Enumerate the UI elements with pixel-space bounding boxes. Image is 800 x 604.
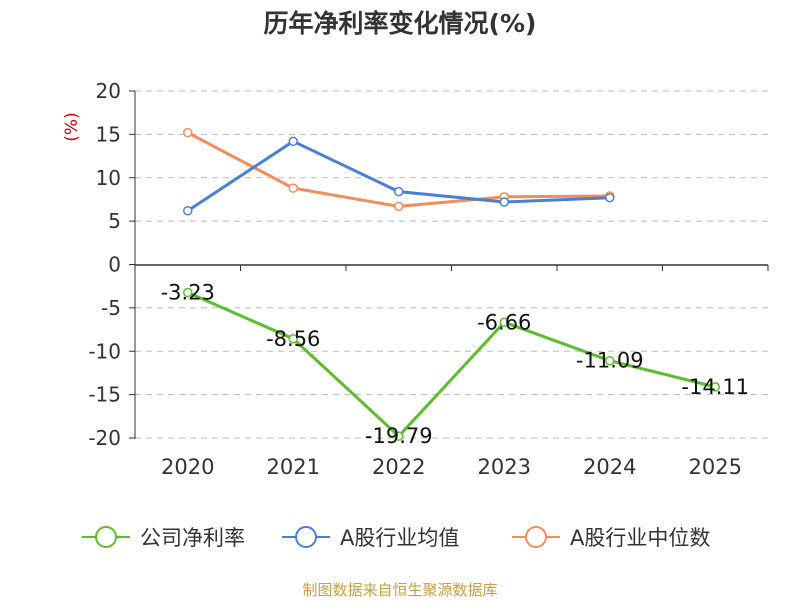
data-point	[710, 382, 720, 392]
data-label: -19.79	[365, 424, 433, 448]
legend-item-0: 公司净利率	[82, 526, 245, 550]
data-point	[288, 136, 298, 147]
x-tick-label: 2021	[267, 455, 320, 479]
data-point	[288, 334, 298, 344]
source-note: 制图数据来自恒生聚源数据库	[302, 581, 497, 599]
legend-label: A股行业中位数	[570, 526, 710, 550]
legend-label: A股行业均值	[340, 526, 459, 550]
series-line	[186, 139, 610, 212]
data-point	[394, 431, 404, 441]
legend-label: 公司净利率	[140, 526, 245, 550]
x-tick-label: 2020	[161, 455, 214, 479]
series-group: -3.23 -8.56 -19.79 -6.66 -11.09 -14.11	[161, 127, 750, 449]
x-tick-label: 2024	[583, 455, 636, 479]
series-line	[187, 291, 716, 438]
y-tick-label: -10	[88, 339, 121, 363]
data-point	[183, 287, 193, 298]
y-tick-label: -15	[88, 383, 121, 407]
data-point	[605, 192, 615, 203]
chart-title: 历年净利率变化情况(%)	[264, 9, 537, 38]
data-point	[183, 205, 193, 216]
y-tick-label: -5	[101, 296, 121, 320]
axes: 20 15 10 5 0 -5 -10 -15 -20 2020 2021 2022 2023 2024 2…	[88, 79, 769, 479]
legend: 公司净利率 A股行业均值 A股行业中位数	[82, 526, 710, 550]
data-point	[499, 197, 509, 207]
y-tick-label: 0	[108, 253, 121, 277]
x-tick-label: 2022	[372, 455, 425, 479]
y-tick-label: -20	[88, 426, 121, 450]
data-point	[394, 186, 404, 197]
y-tick-label: 10	[96, 166, 121, 190]
series-2	[183, 127, 615, 212]
data-label: -11.09	[576, 349, 644, 373]
data-point	[183, 127, 193, 138]
series-1	[183, 136, 615, 216]
x-tick-label: 2023	[478, 455, 531, 479]
data-label: -8.56	[266, 327, 320, 351]
y-tick-label: 5	[108, 209, 121, 233]
legend-marker	[525, 526, 547, 548]
legend-marker	[295, 526, 317, 548]
data-point	[288, 183, 298, 193]
data-point	[394, 201, 404, 212]
data-point	[499, 317, 509, 328]
y-axis-label: (%)	[62, 112, 82, 141]
legend-item-2: A股行业中位数	[512, 526, 710, 550]
series-0: -3.23 -8.56 -19.79 -6.66 -11.09 -14.11	[161, 281, 750, 449]
data-point	[605, 355, 615, 366]
data-label: -6.66	[477, 310, 531, 334]
data-label: -14.11	[681, 375, 749, 399]
legend-item-1: A股行业均值	[282, 526, 459, 550]
x-tick-label: 2025	[689, 455, 742, 479]
legend-marker	[95, 526, 117, 548]
y-tick-label: 15	[96, 122, 121, 146]
data-label: -3.23	[161, 281, 215, 305]
y-tick-label: 20	[96, 79, 121, 103]
